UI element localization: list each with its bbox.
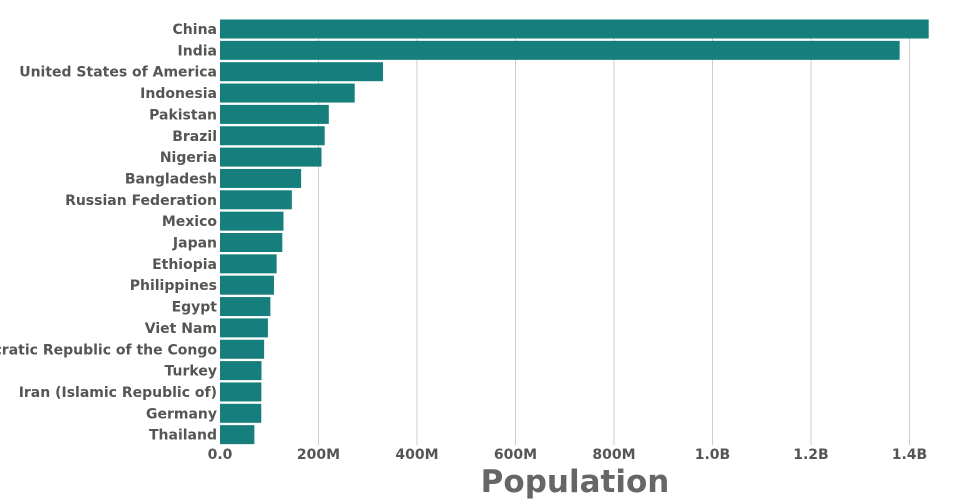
category-label: Germany bbox=[146, 406, 217, 422]
x-tick-label: 600M bbox=[494, 447, 537, 463]
x-tick-label: 1.4B bbox=[892, 447, 927, 463]
category-label: Philippines bbox=[130, 278, 217, 294]
bar bbox=[220, 83, 355, 103]
category-label: Pakistan bbox=[149, 107, 217, 123]
category-label: Viet Nam bbox=[145, 321, 217, 337]
bar bbox=[220, 62, 384, 82]
bar bbox=[220, 211, 284, 231]
category-labels: China India United States of America Indone… bbox=[0, 22, 217, 444]
x-tick-label: 400M bbox=[395, 447, 438, 463]
x-axis-title: Population bbox=[481, 464, 670, 500]
bar bbox=[220, 403, 262, 423]
bar bbox=[220, 233, 283, 252]
category-label: Mexico bbox=[162, 214, 218, 230]
category-label: Turkey bbox=[165, 364, 217, 380]
bar bbox=[220, 190, 292, 210]
category-label: India bbox=[178, 43, 217, 59]
bars bbox=[220, 19, 929, 445]
category-label: Ethiopia bbox=[152, 257, 217, 273]
category-label: United States of America bbox=[19, 65, 217, 81]
bar bbox=[220, 297, 271, 317]
category-label: Egypt bbox=[172, 300, 218, 316]
bar bbox=[220, 104, 329, 124]
category-label: Japan bbox=[172, 236, 217, 252]
bar bbox=[220, 318, 268, 338]
category-label: Bangladesh bbox=[125, 171, 217, 187]
bar bbox=[220, 254, 277, 274]
x-tick-label: 1.0B bbox=[695, 447, 730, 463]
category-label: Nigeria bbox=[160, 150, 217, 166]
bar bbox=[220, 19, 929, 39]
category-label: Brazil bbox=[172, 129, 217, 145]
x-tick-label: 800M bbox=[592, 447, 635, 463]
bar bbox=[220, 147, 322, 167]
bar bbox=[220, 168, 302, 188]
bar bbox=[220, 275, 274, 295]
x-tick-label: 1.2B bbox=[793, 447, 828, 463]
bar bbox=[220, 425, 255, 445]
category-label: Russian Federation bbox=[65, 193, 217, 209]
x-tick-label: 200M bbox=[297, 447, 340, 463]
category-label: Iran (Islamic Republic of) bbox=[19, 385, 217, 401]
bar bbox=[220, 361, 262, 381]
category-label: China bbox=[173, 22, 217, 38]
category-label: Thailand bbox=[149, 428, 217, 444]
gridlines bbox=[318, 19, 910, 445]
bar bbox=[220, 126, 325, 146]
bar bbox=[220, 339, 265, 359]
category-label: Indonesia bbox=[140, 86, 217, 102]
bar bbox=[220, 382, 262, 402]
x-tick-label: 0.0 bbox=[208, 447, 233, 463]
x-tick-labels: 0.0 200M 400M 600M 800M 1.0B 1.2B 1.4B bbox=[208, 447, 928, 463]
category-label: Democratic Republic of the Congo bbox=[0, 342, 217, 358]
bar bbox=[220, 40, 900, 60]
